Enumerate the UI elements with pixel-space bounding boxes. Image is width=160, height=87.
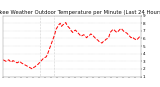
Title: Milwaukee Weather Outdoor Temperature per Minute (Last 24 Hours): Milwaukee Weather Outdoor Temperature pe… bbox=[0, 10, 160, 15]
